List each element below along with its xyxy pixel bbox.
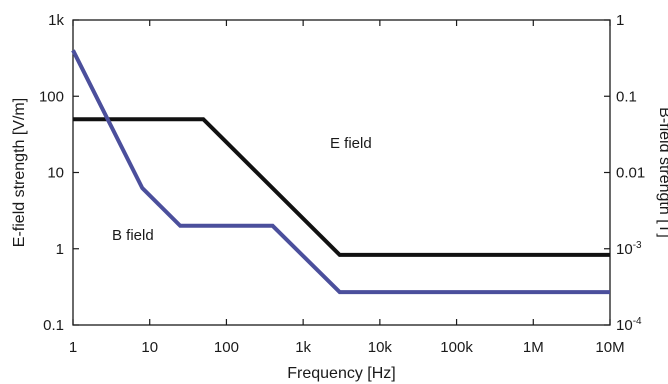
e-field-series-line [73,117,610,257]
x-tick-label: 10k [368,339,393,356]
x-tick-label: 10 [141,339,158,356]
b-field-annotation: B field [112,227,154,244]
right-y-tick-label: 10-4 [616,316,642,334]
x-tick-label: 10M [595,339,624,356]
x-tick-label: 100 [214,339,239,356]
x-tick-label: 1M [523,339,544,356]
right-y-axis-ticks: 10-4 10-3 0.01 0.1 1 [604,12,645,334]
right-y-tick-label: 10-3 [616,240,642,258]
x-axis-label: Frequency [Hz] [287,365,395,382]
right-y-tick-label: 1 [616,12,624,29]
left-y-axis-ticks: 0.1 1 10 100 1k [39,12,79,334]
e-field-annotation: E field [330,135,372,152]
b-field-series-line [71,49,610,295]
x-tick-label: 1k [295,339,311,356]
right-y-tick-label: 0.1 [616,88,637,105]
plot-frame [72,19,611,326]
series-layer [71,49,610,295]
left-y-tick-label: 100 [39,88,64,105]
right-y-tick-label: 0.01 [616,165,645,182]
left-y-tick-label: 10 [47,165,64,182]
x-tick-label: 1 [69,339,77,356]
x-tick-label: 100k [440,339,473,356]
x-axis-ticks: 1 10 100 1k 10k 100k 1M 10M [69,20,625,356]
right-y-axis-label: B-field strength [T] [656,107,668,238]
left-y-tick-label: 1k [48,12,64,29]
left-y-tick-label: 1 [56,241,64,258]
left-y-axis-label: E-field strength [V/m] [11,98,28,247]
left-y-tick-label: 0.1 [43,317,64,334]
